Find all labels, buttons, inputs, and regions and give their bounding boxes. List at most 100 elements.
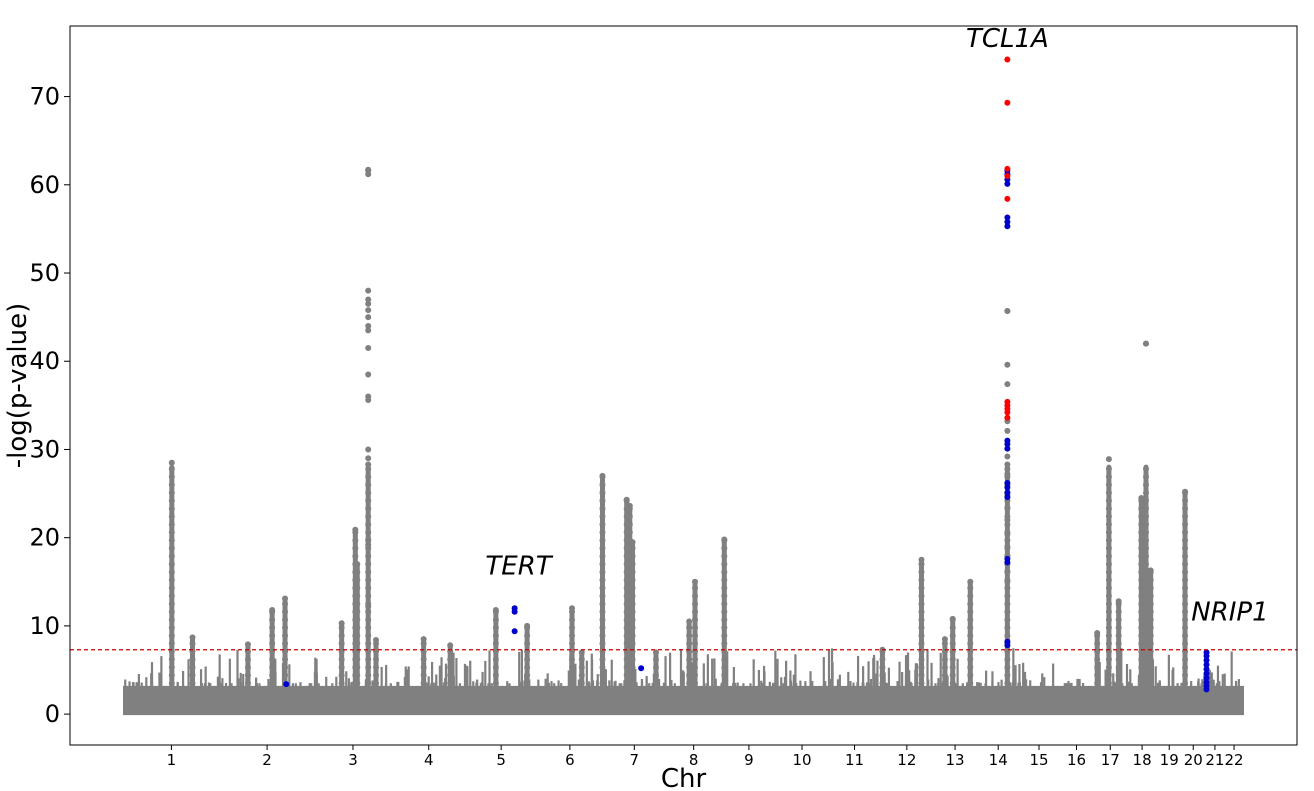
data-point xyxy=(599,632,606,639)
data-point xyxy=(1004,624,1011,631)
data-point xyxy=(1142,656,1149,663)
data-point xyxy=(692,624,699,631)
data-point xyxy=(524,640,531,647)
y-tick-label: 40 xyxy=(29,347,60,375)
data-point xyxy=(1138,600,1145,607)
data-point xyxy=(1147,624,1154,631)
data-point xyxy=(189,672,196,679)
data-point xyxy=(168,616,175,623)
data-point xyxy=(1105,624,1112,631)
data-point xyxy=(282,616,289,623)
data-point xyxy=(692,592,699,599)
x-tick-label: 17 xyxy=(1101,751,1120,769)
gene-annotations: TCL1A TERT NRIP1 xyxy=(485,24,1268,627)
peak-top-point xyxy=(686,618,693,625)
data-point xyxy=(365,505,372,512)
data-point xyxy=(599,553,606,560)
data-point xyxy=(244,656,251,663)
data-point xyxy=(492,664,499,671)
data-point xyxy=(365,465,372,472)
x-tick-label: 14 xyxy=(989,751,1008,769)
data-point xyxy=(599,505,606,512)
data-point xyxy=(1105,680,1112,687)
peak-top-point xyxy=(569,605,576,612)
data-point xyxy=(1004,471,1011,478)
data-point xyxy=(1004,531,1011,538)
data-point xyxy=(1004,361,1011,368)
data-point xyxy=(168,569,175,576)
data-point xyxy=(1147,680,1154,687)
data-point xyxy=(1004,427,1011,434)
data-point xyxy=(1094,664,1101,671)
data-point xyxy=(365,672,372,679)
data-point xyxy=(1142,481,1149,488)
data-point xyxy=(967,672,974,679)
data-point xyxy=(721,632,728,639)
data-point xyxy=(492,632,499,639)
data-point xyxy=(599,481,606,488)
data-point xyxy=(282,640,289,647)
data-point xyxy=(282,664,289,671)
data-point xyxy=(692,584,699,591)
data-point xyxy=(1115,616,1122,623)
data-point xyxy=(967,592,974,599)
data-point xyxy=(1142,624,1149,631)
data-point xyxy=(373,656,380,663)
peak-top-point xyxy=(352,526,359,533)
data-point xyxy=(365,616,372,623)
data-point xyxy=(629,640,636,647)
data-point xyxy=(365,656,372,663)
data-point xyxy=(1105,545,1112,552)
data-point xyxy=(1142,537,1149,544)
peak-top-point xyxy=(244,641,251,648)
peak-top-point xyxy=(941,636,948,643)
data-point xyxy=(1004,381,1011,388)
data-point xyxy=(524,680,531,687)
data-point xyxy=(599,584,606,591)
data-point xyxy=(168,465,175,472)
data-point xyxy=(1142,584,1149,591)
highlight-point-red xyxy=(1004,165,1011,172)
data-point xyxy=(1182,640,1189,647)
data-point xyxy=(354,616,361,623)
data-point xyxy=(1105,592,1112,599)
data-point xyxy=(365,584,372,591)
peak-top-point xyxy=(447,642,454,649)
data-point xyxy=(629,577,636,584)
data-point xyxy=(1094,680,1101,687)
data-point xyxy=(1138,680,1145,687)
data-point xyxy=(578,656,585,663)
data-point xyxy=(692,680,699,687)
data-point xyxy=(879,680,886,687)
data-point xyxy=(524,632,531,639)
data-point xyxy=(1105,553,1112,560)
y-tick-label: 0 xyxy=(45,700,60,728)
data-point xyxy=(1138,513,1145,520)
data-point xyxy=(1004,307,1011,314)
data-point xyxy=(365,481,372,488)
data-point xyxy=(918,616,925,623)
data-point xyxy=(168,521,175,528)
data-point xyxy=(1147,640,1154,647)
y-tick-label: 20 xyxy=(29,524,60,552)
data-point xyxy=(629,608,636,615)
peak-top-point xyxy=(626,502,633,509)
data-point xyxy=(626,513,633,520)
peak-top-point xyxy=(189,634,196,641)
data-point xyxy=(686,680,693,687)
data-point xyxy=(1138,584,1145,591)
y-axis-label: -log(p-value) xyxy=(3,303,33,469)
peak-top-point xyxy=(354,561,361,568)
data-point xyxy=(1094,656,1101,663)
data-point xyxy=(1138,656,1145,663)
data-point xyxy=(569,672,576,679)
peak-top-point xyxy=(338,620,345,627)
highlight-point-blue xyxy=(1004,484,1011,491)
data-point xyxy=(365,307,372,314)
data-point xyxy=(1142,664,1149,671)
data-point xyxy=(338,632,345,639)
highlight-point-blue xyxy=(1004,479,1011,486)
data-point xyxy=(692,608,699,615)
data-point xyxy=(373,672,380,679)
